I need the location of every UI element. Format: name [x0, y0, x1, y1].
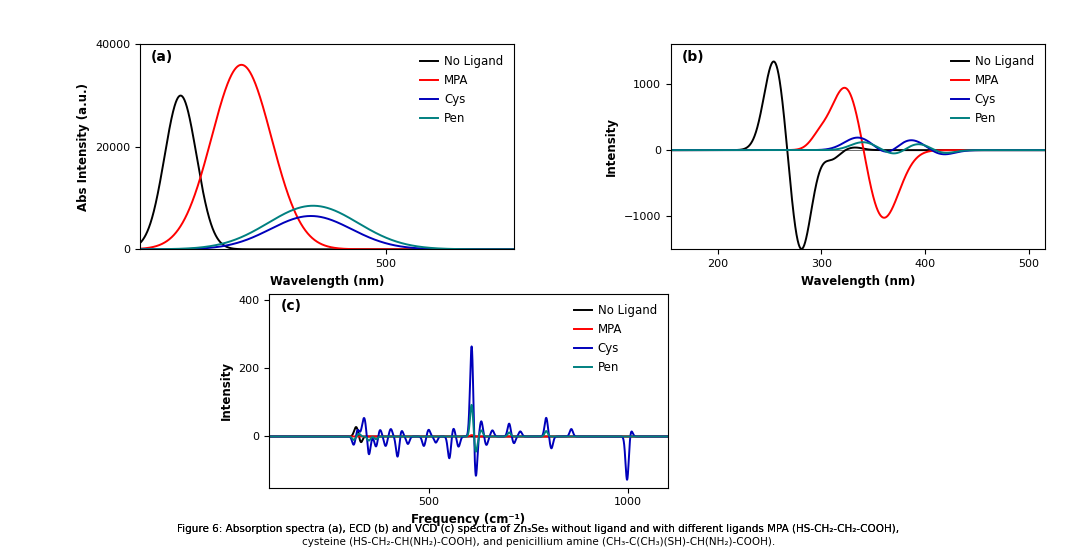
Legend: No Ligand, MPA, Cys, Pen: No Ligand, MPA, Cys, Pen	[416, 50, 508, 130]
Text: (a): (a)	[151, 50, 173, 64]
Text: Figure 6: Absorption spectra (a), ECD (b) and VCD (c) spectra of Zn₃Se₃ without : Figure 6: Absorption spectra (a), ECD (b…	[178, 524, 899, 534]
Y-axis label: Intensity: Intensity	[605, 117, 618, 176]
Y-axis label: Intensity: Intensity	[220, 361, 233, 420]
Text: cysteine (HS-CH₂-CH(NH₂)-COOH), and penicillium amine (CH₃-C(CH₃)(SH)-CH(NH₂)-CO: cysteine (HS-CH₂-CH(NH₂)-COOH), and peni…	[302, 537, 775, 547]
Legend: No Ligand, MPA, Cys, Pen: No Ligand, MPA, Cys, Pen	[570, 300, 662, 379]
X-axis label: Wavelength (nm): Wavelength (nm)	[269, 275, 384, 288]
Y-axis label: Abs Intensity (a.u.): Abs Intensity (a.u.)	[76, 83, 89, 211]
Text: Figure 6: Absorption spectra (a), ECD (b) and VCD (c) spectra of Zn₃Se₃ without : Figure 6: Absorption spectra (a), ECD (b…	[178, 524, 899, 534]
Legend: No Ligand, MPA, Cys, Pen: No Ligand, MPA, Cys, Pen	[947, 50, 1039, 130]
Text: (b): (b)	[682, 50, 704, 64]
X-axis label: Wavelength (nm): Wavelength (nm)	[800, 275, 915, 288]
X-axis label: Frequency (cm⁻¹): Frequency (cm⁻¹)	[411, 513, 526, 526]
Text: (c): (c)	[281, 299, 303, 314]
